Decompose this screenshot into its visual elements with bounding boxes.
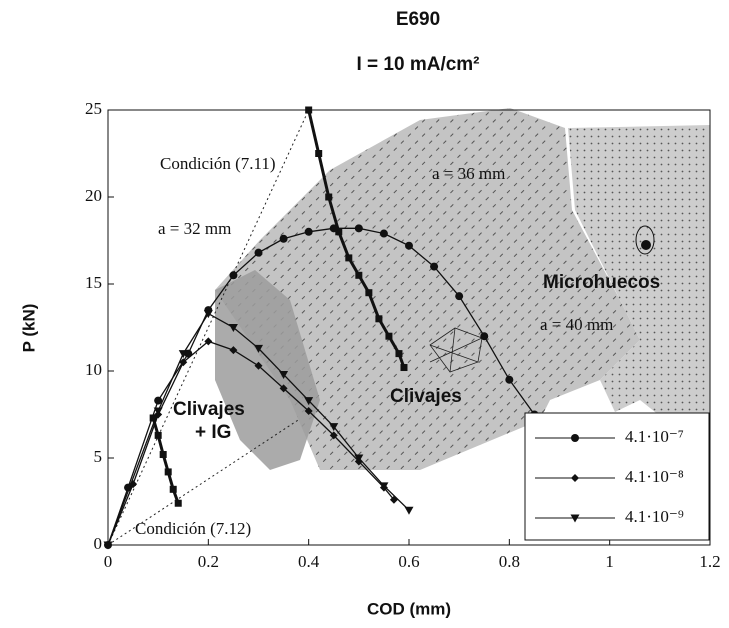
- point: [254, 248, 263, 257]
- annotation: a = 40 mm: [540, 315, 613, 334]
- region-label: Clivajes: [173, 399, 245, 420]
- point: [229, 346, 238, 355]
- curve-point: [154, 431, 162, 439]
- point: [505, 375, 514, 384]
- point: [254, 344, 263, 353]
- legend: 4.1·10⁻⁷ 4.1·10⁻⁸ 4.1·10⁻⁹: [524, 412, 710, 541]
- point: [379, 482, 389, 491]
- curve-point: [169, 485, 177, 493]
- y-axis-label: P (kN): [19, 304, 38, 353]
- point: [279, 370, 289, 379]
- curve-point: [355, 271, 363, 279]
- x-tick-label: 0.2: [198, 552, 219, 571]
- point: [379, 229, 388, 238]
- legend-marker: [571, 474, 579, 482]
- point: [329, 423, 339, 432]
- point: [405, 241, 413, 250]
- point: [329, 224, 338, 233]
- legend-marker: [571, 434, 579, 442]
- void-dot: [641, 240, 651, 250]
- x-tick-label: 1.2: [699, 552, 720, 571]
- point: [304, 407, 313, 416]
- void-marker: [635, 225, 655, 255]
- region-label: + IG: [195, 422, 231, 443]
- y-tick-label: 15: [85, 273, 102, 292]
- annotation: a = 32 mm: [158, 219, 231, 238]
- annotation: a = 36 mm: [432, 164, 505, 183]
- point: [229, 271, 238, 280]
- region-clivajes-ig: [215, 270, 320, 470]
- point: [279, 384, 288, 393]
- curve-point: [159, 451, 167, 459]
- x-tick-label: 0.8: [499, 552, 520, 571]
- chart-subtitle: I = 10 mA/cm²: [356, 54, 479, 75]
- point: [204, 337, 213, 346]
- point: [304, 227, 313, 236]
- annotation: Condición (7.12): [135, 519, 251, 538]
- x-axis-label: COD (mm): [367, 599, 451, 618]
- point: [279, 234, 288, 243]
- legend-label: 4.1·10⁻⁷: [625, 427, 684, 446]
- point: [178, 350, 188, 359]
- chart-title: E690: [396, 9, 440, 30]
- legend-box: [524, 412, 710, 541]
- region-label: Microhuecos: [543, 272, 660, 293]
- curve-point: [385, 332, 393, 340]
- point: [228, 324, 238, 332]
- curve-point: [164, 468, 172, 476]
- point: [203, 310, 213, 319]
- point: [329, 431, 338, 440]
- series-line: [107, 312, 410, 546]
- curve-point: [375, 315, 383, 323]
- point: [354, 454, 364, 463]
- y-tick-label: 5: [94, 447, 103, 466]
- x-tick-label: 0.4: [298, 552, 320, 571]
- point: [154, 396, 163, 405]
- point: [404, 506, 414, 515]
- curve-point: [174, 499, 182, 507]
- curve-point: [400, 364, 408, 372]
- curve-point: [335, 228, 343, 236]
- legend-label: 4.1·10⁻⁸: [625, 467, 684, 486]
- region-clivajes: [215, 108, 640, 470]
- x-tick-label: 0: [104, 552, 113, 571]
- point: [430, 262, 439, 271]
- curve-point: [305, 106, 313, 114]
- curve-point: [365, 289, 373, 297]
- point: [103, 541, 113, 550]
- y-tick-label: 10: [85, 360, 102, 379]
- y-tick-label: 0: [94, 534, 103, 553]
- point: [153, 407, 163, 416]
- curve-point: [315, 150, 323, 157]
- y-tick-label: 25: [85, 99, 102, 118]
- regions: [215, 108, 710, 470]
- annotation: Condición (7.11): [160, 154, 276, 173]
- legend-marker: [570, 514, 580, 523]
- reference-line: [107, 419, 299, 546]
- x-tick-label: 1: [605, 552, 614, 571]
- curve-point: [325, 193, 333, 201]
- curve-point: [345, 254, 353, 262]
- region-microhuecos: [568, 125, 710, 425]
- point: [179, 358, 188, 367]
- x-tick-label: 0.6: [398, 552, 419, 571]
- fracture-icon: [429, 327, 483, 373]
- point: [480, 332, 489, 341]
- point: [354, 224, 363, 233]
- point: [254, 361, 263, 370]
- y-tick-label: 20: [85, 186, 102, 205]
- legend-label: 4.1·10⁻⁹: [625, 507, 684, 526]
- point: [455, 292, 464, 301]
- region-label: Clivajes: [390, 386, 462, 407]
- curve-point: [395, 350, 403, 358]
- curve-point: [149, 414, 157, 422]
- point: [304, 397, 314, 406]
